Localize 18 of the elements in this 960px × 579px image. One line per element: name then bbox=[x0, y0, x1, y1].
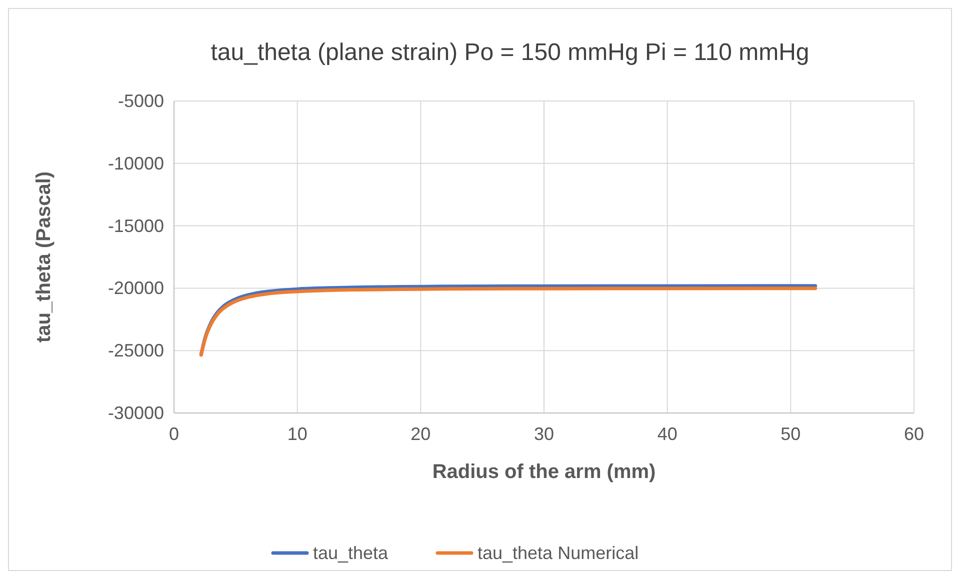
x-tick-label: 50 bbox=[780, 424, 801, 444]
x-tick-label: 40 bbox=[657, 424, 678, 444]
y-tick-label: -10000 bbox=[108, 153, 164, 174]
y-axis-title: tau_theta (Pascal) bbox=[33, 171, 55, 343]
x-tick-label: 30 bbox=[534, 424, 554, 444]
x-tick-label: 0 bbox=[168, 424, 180, 444]
x-tick-label: 20 bbox=[410, 424, 431, 444]
legend-label: tau_theta Numerical bbox=[478, 543, 639, 563]
y-tick-label: -20000 bbox=[108, 278, 164, 298]
y-tick-label: -15000 bbox=[108, 216, 164, 236]
x-tick-label: 10 bbox=[287, 424, 308, 444]
y-tick-label: -25000 bbox=[108, 340, 164, 361]
y-tick-label: -5000 bbox=[118, 91, 164, 111]
chart-title: tau_theta (plane strain) Po = 150 mmHg Pi = 110 mmHg bbox=[210, 39, 810, 66]
x-tick-label: 60 bbox=[904, 424, 924, 444]
x-axis-title: Radius of the arm (mm) bbox=[432, 461, 656, 483]
legend-label: tau_theta bbox=[313, 543, 390, 563]
y-tick-label: -30000 bbox=[108, 403, 164, 423]
